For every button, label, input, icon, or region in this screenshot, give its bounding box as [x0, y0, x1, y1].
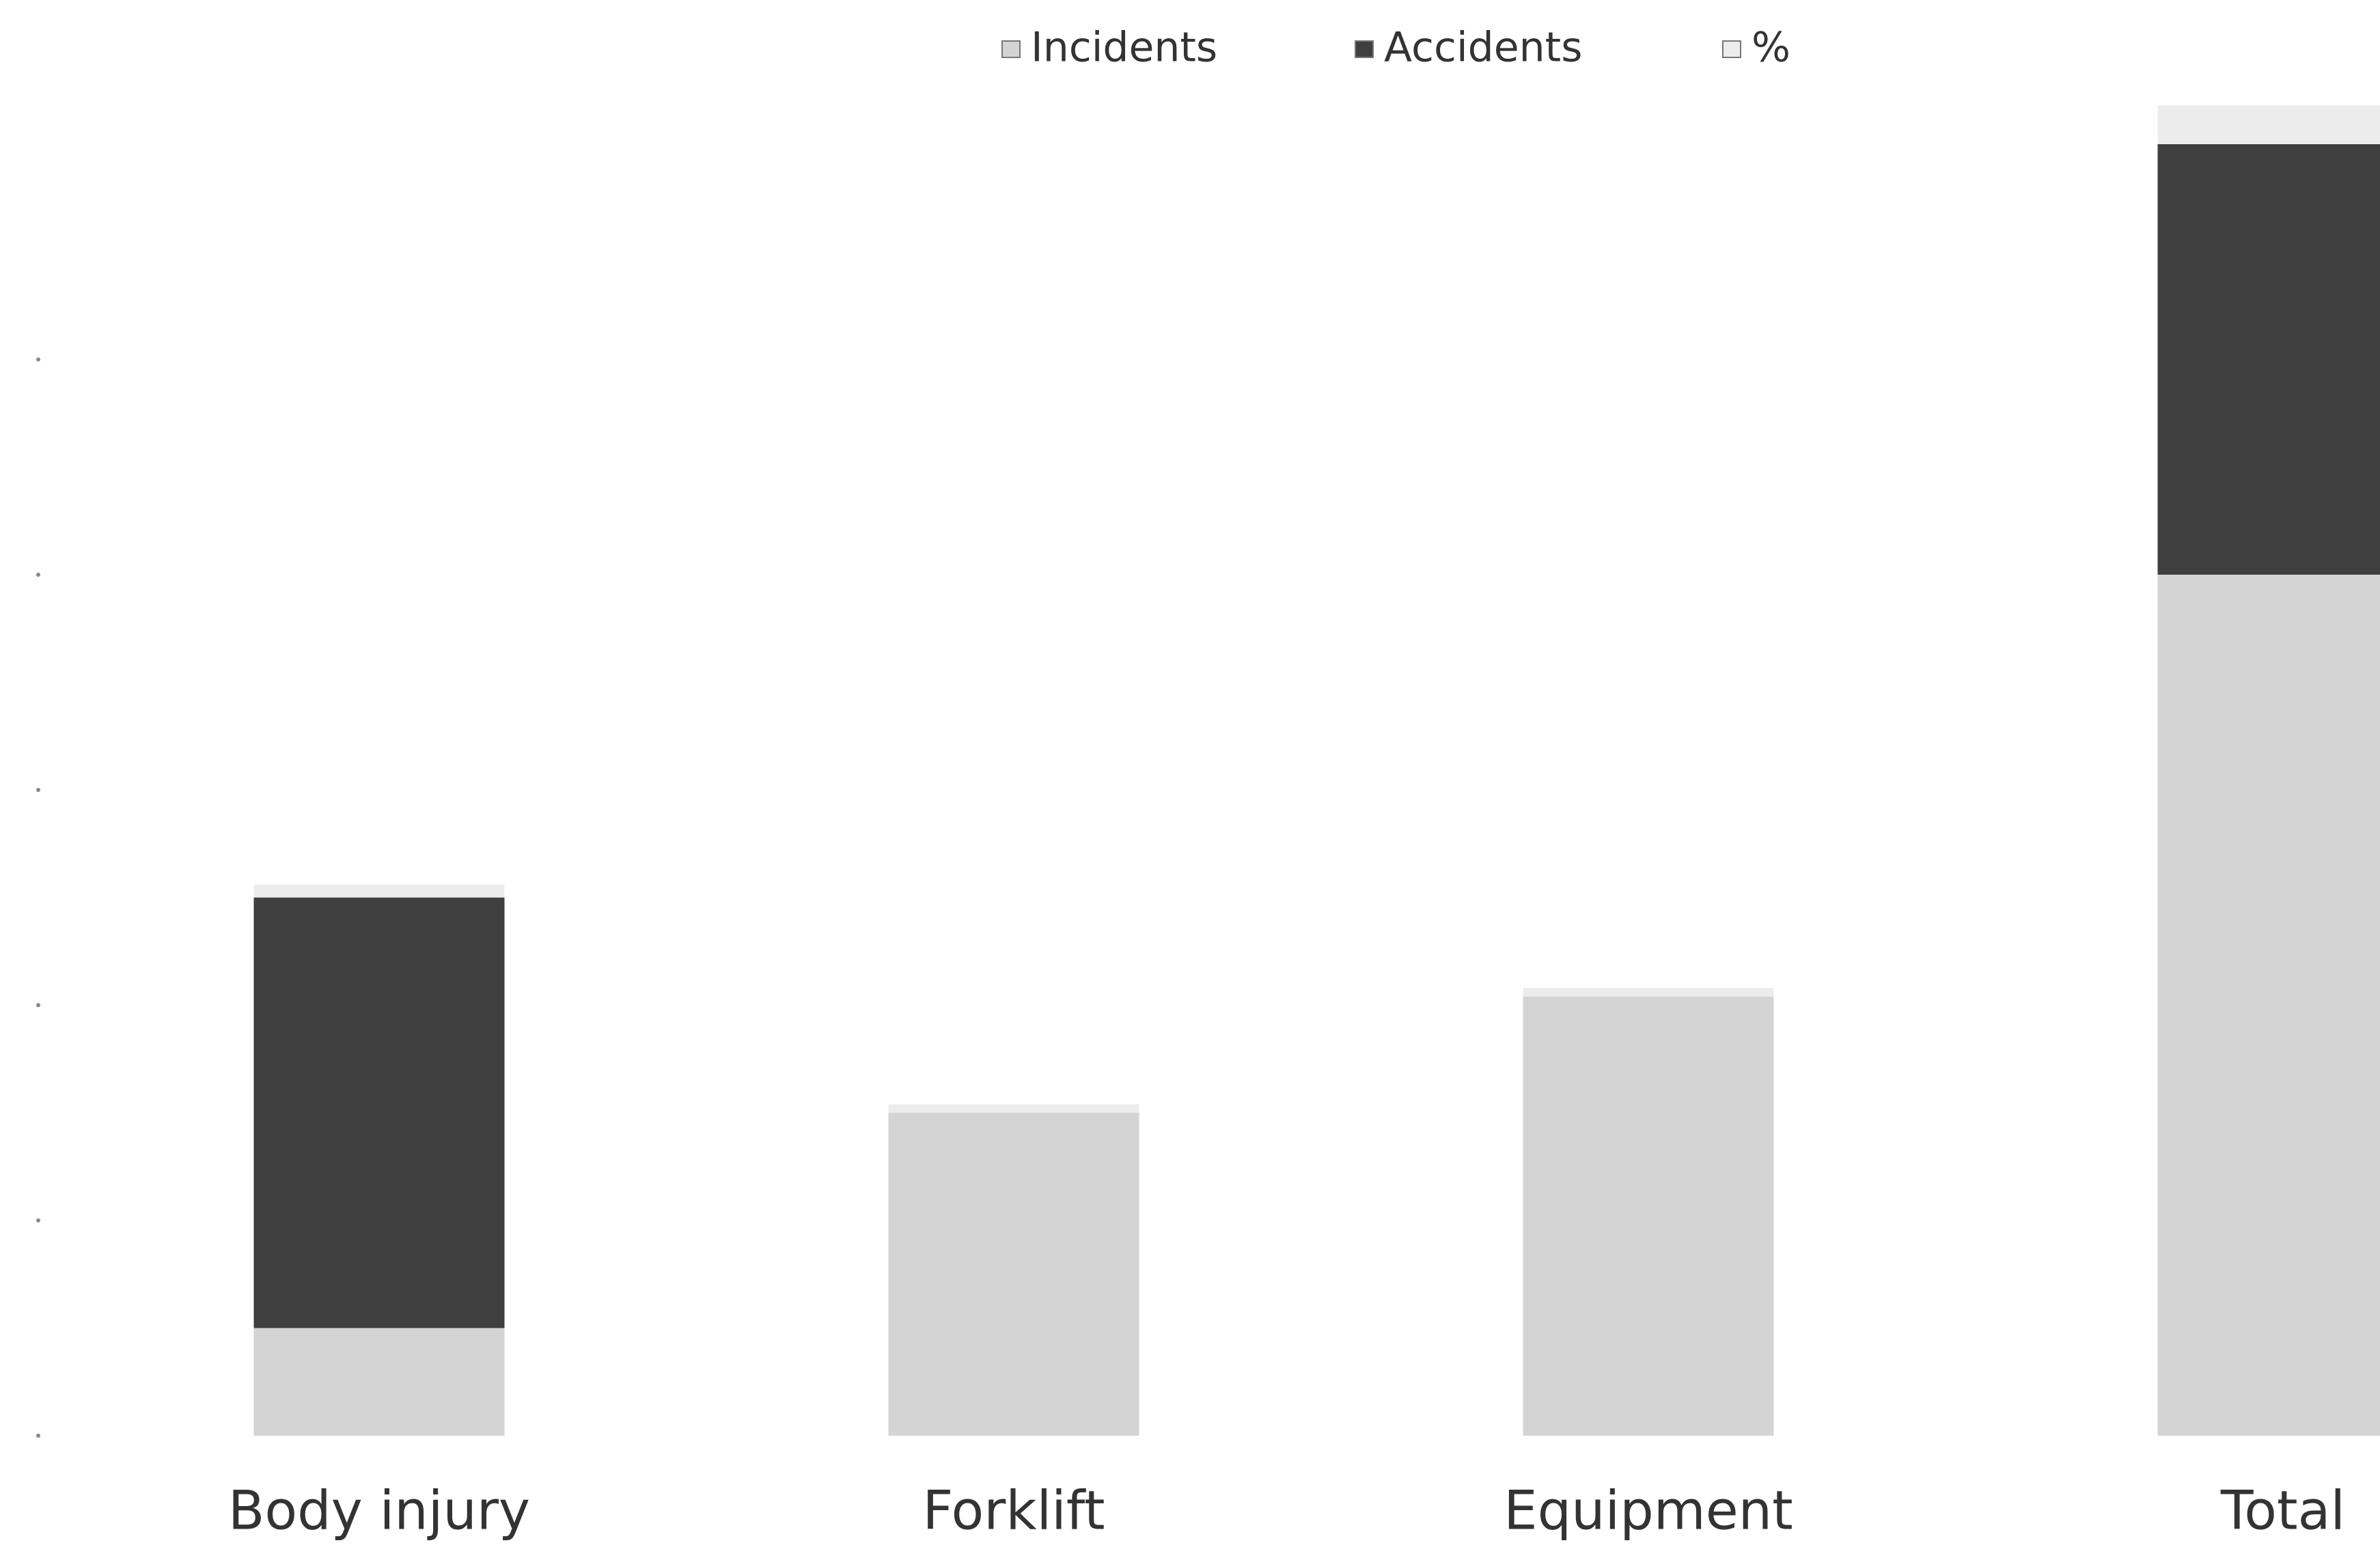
legend-swatch	[1722, 40, 1741, 58]
y-tick	[36, 573, 40, 577]
y-tick	[36, 357, 40, 361]
bar-segment	[2157, 105, 2380, 144]
bar-segment	[253, 884, 505, 898]
bar-segment	[888, 1104, 1139, 1113]
bar-segment	[2157, 144, 2380, 575]
bar-segment	[1523, 996, 1774, 1436]
y-tick	[36, 1218, 40, 1222]
bar-segment	[2157, 575, 2380, 1436]
bar-segment	[253, 1328, 505, 1436]
legend-label: Incidents	[1031, 24, 1217, 72]
x-tick-label: Total	[2220, 1480, 2345, 1542]
bar-segment	[888, 1112, 1139, 1436]
legend-swatch	[1001, 40, 1021, 58]
x-tick-label: Forklift	[922, 1480, 1105, 1542]
legend-label: Accidents	[1384, 24, 1582, 72]
y-tick	[36, 1003, 40, 1007]
x-tick-label: Equipment	[1504, 1480, 1793, 1542]
bar-segment	[1523, 987, 1774, 997]
y-tick	[36, 788, 40, 792]
x-tick-label: Body injury	[228, 1480, 530, 1542]
y-tick	[36, 1434, 40, 1438]
legend-swatch	[1355, 40, 1374, 58]
bar-segment	[253, 897, 505, 1328]
legend-label: %	[1752, 24, 1790, 72]
